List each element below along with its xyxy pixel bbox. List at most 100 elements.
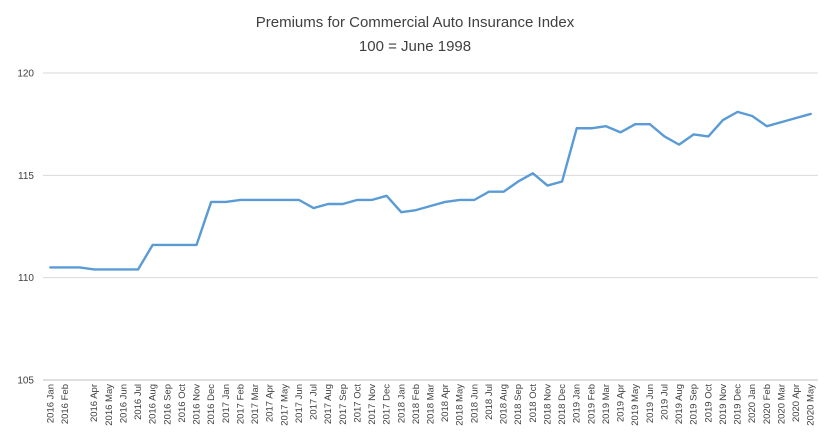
x-tick-label: 2017 Dec (382, 384, 393, 425)
data-point (137, 268, 139, 271)
x-tick-label: 2018 Oct (528, 384, 539, 423)
data-point (78, 266, 81, 269)
chart-subtitle: 100 = June 1998 (359, 38, 471, 55)
data-point (414, 209, 417, 212)
x-tick-label: 2018 Jan (396, 384, 407, 423)
x-tick-label: 2016 Nov (192, 384, 203, 425)
x-tick-label: 2020 Jan (747, 384, 758, 423)
data-point (181, 244, 183, 246)
data-point (429, 205, 432, 207)
data-point (795, 117, 797, 119)
data-point (780, 121, 783, 124)
y-tick-label: 115 (18, 171, 34, 182)
data-point (765, 125, 768, 128)
data-point (473, 198, 476, 201)
data-point (356, 198, 359, 201)
chart-title: Premiums for Commercial Auto Insurance I… (256, 14, 575, 31)
data-point (546, 184, 549, 187)
x-tick-label: 2016 Jul (133, 384, 144, 420)
data-point (64, 266, 66, 269)
x-tick-label: 2017 May (279, 384, 290, 426)
data-point (444, 201, 447, 203)
x-tick-label: 2019 Apr (616, 384, 627, 422)
data-point (561, 180, 564, 183)
x-tick-label: 2018 Jun (469, 384, 480, 423)
x-tick-label: 2019 Oct (703, 384, 714, 423)
x-tick-label: 2019 Jul (659, 384, 670, 420)
x-tick-label: 2020 Feb (762, 384, 773, 424)
data-point (663, 135, 666, 138)
data-point (297, 198, 300, 201)
data-point (531, 172, 534, 175)
data-point (210, 201, 213, 203)
data-point (239, 198, 242, 201)
x-tick-label: 2017 Apr (265, 384, 276, 422)
data-point (619, 131, 622, 134)
x-tick-label: 2019 Dec (733, 384, 744, 425)
x-tick-label: 2019 Jun (645, 384, 656, 423)
data-point (605, 125, 607, 128)
data-point (575, 127, 578, 130)
x-tick-label: 2019 Mar (601, 384, 612, 424)
data-point (648, 123, 651, 126)
y-tick-label: 110 (18, 273, 34, 284)
x-tick-label: 2020 Apr (791, 384, 802, 422)
data-point (195, 244, 198, 246)
series-group (49, 110, 812, 271)
data-point (224, 201, 227, 203)
x-tick-label: 2018 Sep (513, 384, 524, 425)
x-tick-label: 2016 Oct (177, 384, 188, 423)
data-point (722, 119, 724, 121)
data-point (707, 135, 710, 138)
x-tick-label: 2019 Feb (586, 384, 597, 424)
x-tick-label: 2017 Jan (221, 384, 232, 423)
data-point (400, 211, 403, 214)
x-tick-label: 2018 May (455, 384, 466, 426)
x-tick-label: 2019 Nov (718, 384, 729, 425)
x-tick-label: 2016 Feb (60, 384, 71, 424)
data-point (678, 143, 680, 146)
x-tick-label: 2017 Mar (250, 384, 261, 424)
data-point (107, 268, 110, 271)
data-point (254, 198, 256, 201)
x-tick-label: 2016 Dec (206, 384, 217, 425)
x-tick-label: 2019 Sep (689, 384, 700, 425)
data-point (385, 194, 388, 197)
data-point (590, 127, 593, 130)
data-point (151, 244, 154, 246)
series-line (49, 110, 812, 271)
x-tick-label: 2016 Jan (45, 384, 56, 423)
x-tick-label: 2017 Feb (235, 384, 246, 424)
x-tick-label: 2019 Aug (674, 384, 685, 424)
x-tick-label: 2020 May (806, 384, 817, 426)
data-point (458, 198, 461, 201)
x-tick-label: 2018 Feb (411, 384, 422, 424)
x-axis-ticks: 2016 Jan 2016 Feb 2016 Apr 2016 May 2016 Jun… (45, 384, 816, 426)
data-point (122, 268, 125, 271)
grid-lines (43, 72, 818, 381)
data-point (692, 133, 695, 136)
data-point (312, 207, 315, 209)
data-point (283, 198, 286, 201)
data-point (751, 115, 754, 117)
y-axis-ticks: 105 110 115 120 (17, 69, 34, 387)
x-tick-label: 2018 Jul (484, 384, 495, 420)
y-tick-label: 120 (17, 69, 34, 80)
x-tick-label: 2019 Jan (572, 384, 583, 423)
data-point (93, 268, 96, 271)
x-tick-label: 2018 Mar (426, 384, 437, 424)
data-point (166, 244, 169, 246)
x-tick-label: 2016 Sep (162, 384, 173, 425)
x-tick-label: 2018 Nov (542, 384, 553, 425)
data-point (268, 198, 271, 201)
x-tick-label: 2018 Apr (440, 384, 451, 422)
x-tick-label: 2017 Sep (338, 384, 349, 425)
data-point (517, 180, 520, 183)
x-tick-label: 2017 Oct (352, 384, 363, 423)
data-point (327, 203, 330, 205)
x-tick-label: 2017 Jul (309, 384, 320, 420)
data-point (488, 190, 490, 193)
x-tick-label: 2020 Mar (776, 384, 787, 424)
data-point (634, 123, 637, 126)
x-tick-label: 2019 May (630, 384, 641, 426)
